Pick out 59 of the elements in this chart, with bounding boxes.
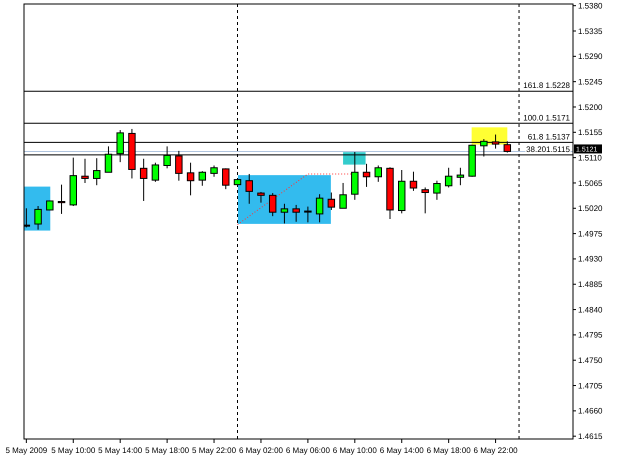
y-tick-label: 1.4930 xyxy=(578,254,604,264)
candlestick xyxy=(410,171,418,192)
candlestick xyxy=(34,206,42,230)
candlestick xyxy=(339,182,347,209)
x-tick-label: 5 May 2009 xyxy=(5,446,48,455)
candlestick xyxy=(292,204,300,222)
y-tick-label: 1.4885 xyxy=(578,280,604,290)
y-tick-label: 1.4975 xyxy=(578,229,604,238)
y-tick-label: 1.5155 xyxy=(578,128,604,138)
ref-line-label: 38.201.5115 xyxy=(526,144,571,154)
y-tick-label: 1.5020 xyxy=(578,204,604,214)
y-tick-label: 1.5290 xyxy=(578,52,604,62)
candlestick xyxy=(421,186,429,214)
candlestick xyxy=(374,165,382,182)
candlestick xyxy=(93,158,100,186)
candlestick xyxy=(140,158,148,202)
candlestick xyxy=(222,168,230,190)
y-tick-label: 1.5380 xyxy=(578,1,604,10)
x-tick-label: 6 May 22:00 xyxy=(474,446,518,455)
candlestick xyxy=(58,184,66,214)
x-tick-label: 6 May 02:00 xyxy=(238,446,284,455)
ref-line-label: 100.0 1.5171 xyxy=(523,113,571,122)
y-tick-label: 1.4615 xyxy=(578,432,604,441)
x-tick-label: 6 May 14:00 xyxy=(380,446,424,455)
candlestick xyxy=(444,167,452,188)
y-tick-label: 1.4660 xyxy=(578,406,604,416)
x-tick-label: 6 May 06:00 xyxy=(286,446,330,455)
y-tick-label: 1.4840 xyxy=(578,305,604,314)
candlestick xyxy=(198,170,206,186)
candlestick xyxy=(456,167,464,186)
x-tick-label: 6 May 10:00 xyxy=(332,446,378,455)
candlestick xyxy=(210,165,218,178)
y-tick-label: 1.5335 xyxy=(578,26,604,36)
candlestick xyxy=(304,206,312,223)
candlestick xyxy=(316,194,324,223)
x-tick-label: 5 May 14:00 xyxy=(98,446,143,455)
x-tick-label: 5 May 10:00 xyxy=(51,446,96,455)
candlestick xyxy=(362,163,370,188)
y-tick-label: 1.5200 xyxy=(578,102,604,112)
y-tick-label: 1.5065 xyxy=(578,178,604,188)
candlestick xyxy=(268,192,276,217)
x-tick-label: 5 May 18:00 xyxy=(145,446,190,455)
y-tick-label: 1.4750 xyxy=(578,356,604,366)
ref-line-label: 61.8 1.5137 xyxy=(528,132,571,142)
candlestick xyxy=(433,180,441,200)
candlestick xyxy=(257,191,265,204)
candlestick xyxy=(328,192,336,210)
y-tick-label: 1.4705 xyxy=(578,381,604,390)
y-tick-label: 1.5245 xyxy=(578,77,604,86)
candlestick xyxy=(280,203,288,224)
x-tick-label: 5 May 22:00 xyxy=(192,446,237,455)
x-tick-label: 6 May 18:00 xyxy=(426,446,472,455)
ref-line-label: 161.8 1.5228 xyxy=(523,81,571,90)
y-tick-label: 1.4795 xyxy=(578,330,604,340)
y-tick-label: 1.5110 xyxy=(578,153,602,162)
candlestick xyxy=(246,173,253,204)
candlestick xyxy=(186,162,194,196)
candlestick xyxy=(81,158,89,184)
candlestick xyxy=(152,162,160,182)
